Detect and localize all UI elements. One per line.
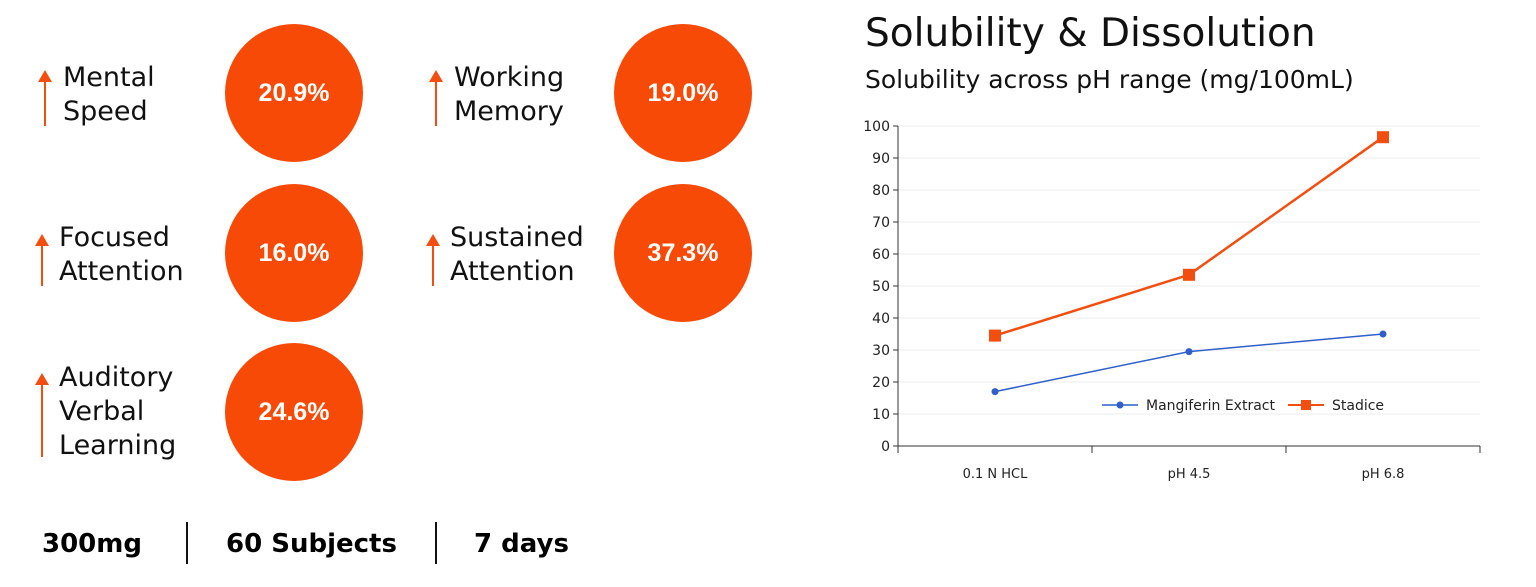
metric-label: Focused Attention	[59, 221, 184, 289]
data-point-square	[1183, 268, 1195, 281]
up-arrow-icon	[38, 70, 52, 126]
up-arrow-icon	[426, 234, 440, 286]
data-point-circle	[1379, 330, 1387, 338]
chart-title: Solubility & Dissolution	[865, 11, 1316, 56]
metric-label-line: Attention	[59, 256, 184, 287]
y-tick-label: 90	[872, 151, 890, 167]
metric-label-line: Working	[454, 62, 565, 93]
data-point-circle	[1185, 348, 1193, 356]
metric-label-line: Mental	[63, 62, 155, 93]
y-tick-label: 100	[863, 119, 890, 135]
metric-label-line: Learning	[59, 430, 177, 461]
y-tick-label: 60	[872, 247, 890, 263]
metric-value: 19.0%	[647, 78, 719, 107]
series-line	[994, 136, 1384, 337]
metric-label-line: Speed	[63, 96, 148, 127]
y-tick-label: 20	[872, 375, 890, 391]
metric-label: Sustained Attention	[450, 221, 584, 289]
x-tick-label: pH 6.8	[1362, 467, 1405, 482]
metric-value: 37.3%	[647, 238, 719, 267]
y-tick-label: 30	[872, 343, 890, 359]
stat-subjects: 60 Subjects	[226, 529, 397, 559]
metric-label: Auditory Verbal Learning	[59, 361, 176, 463]
metric-label-line: Focused	[59, 222, 170, 253]
x-tick-label: 0.1 N HCL	[963, 467, 1029, 482]
metric-value: 24.6%	[258, 397, 330, 426]
metric-value-circle: 16.0%	[225, 184, 363, 322]
stat-dose: 300mg	[42, 529, 142, 559]
legend-label: Mangiferin Extract	[1146, 398, 1275, 414]
stat-duration: 7 days	[474, 529, 569, 559]
metric-label-line: Verbal	[59, 396, 145, 427]
metric-label-line: Auditory	[59, 362, 174, 393]
y-tick-label: 0	[881, 439, 890, 455]
x-tick-label: pH 4.5	[1168, 467, 1211, 482]
data-point-circle	[991, 388, 999, 396]
metric-value-circle: 24.6%	[225, 343, 363, 481]
metric-label: Mental Speed	[63, 61, 155, 129]
up-arrow-icon	[35, 373, 49, 457]
y-tick-label: 40	[872, 311, 890, 327]
y-tick-label: 80	[872, 183, 890, 199]
metric-value-circle: 19.0%	[614, 24, 752, 162]
metric-label: Working Memory	[454, 61, 564, 129]
chart-subtitle: Solubility across pH range (mg/100mL)	[865, 65, 1354, 94]
series-line	[994, 333, 1384, 393]
metric-value: 16.0%	[258, 238, 330, 267]
legend-marker	[1116, 401, 1124, 409]
metric-value-circle: 37.3%	[614, 184, 752, 322]
metric-label-line: Sustained	[450, 222, 584, 253]
divider	[435, 522, 437, 564]
metric-label-line: Memory	[454, 96, 564, 127]
metric-value-circle: 20.9%	[225, 24, 363, 162]
metric-value: 20.9%	[258, 78, 330, 107]
legend-label: Stadice	[1332, 398, 1384, 414]
up-arrow-icon	[35, 234, 49, 286]
legend-marker	[1301, 400, 1311, 410]
divider	[186, 522, 188, 564]
up-arrow-icon	[429, 70, 443, 126]
data-point-square	[1377, 131, 1389, 144]
y-tick-label: 10	[872, 407, 890, 423]
y-tick-label: 50	[872, 279, 890, 295]
y-tick-label: 70	[872, 215, 890, 231]
data-point-square	[989, 329, 1001, 342]
metric-label-line: Attention	[450, 256, 575, 287]
